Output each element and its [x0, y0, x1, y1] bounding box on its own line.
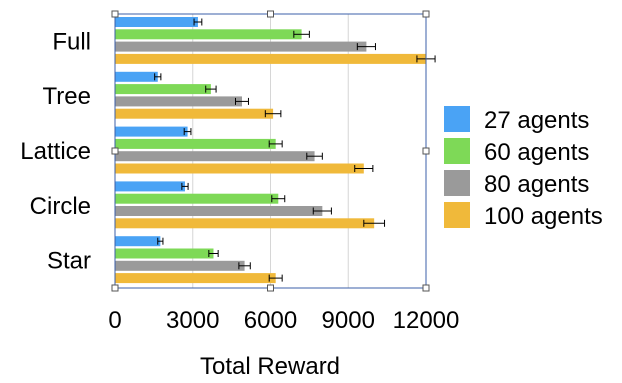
legend-label: 27 agents: [484, 107, 589, 134]
legend-label: 60 agents: [484, 139, 589, 166]
bar-lattice-3: [115, 163, 364, 174]
bar-lattice-1: [115, 138, 276, 149]
resize-handle[interactable]: [422, 284, 430, 292]
bar-circle-1: [115, 193, 279, 204]
category-label-tree: Tree: [43, 83, 91, 110]
bar-lattice-2: [115, 151, 315, 162]
legend-swatch: [444, 202, 470, 228]
resize-handle[interactable]: [267, 10, 274, 18]
legend: 27 agents 60 agents 80 agents 100 agents: [444, 106, 603, 230]
resize-handle[interactable]: [111, 284, 119, 292]
bar-tree-1: [115, 84, 211, 95]
bar-circle-2: [115, 206, 323, 216]
legend-swatch: [444, 138, 470, 164]
x-tick-label: 9000: [322, 307, 375, 334]
bar-full-3: [115, 53, 426, 64]
category-label-circle: Circle: [30, 193, 91, 220]
bar-full-0: [115, 17, 198, 27]
legend-swatch: [444, 170, 470, 196]
bar-star-1: [115, 248, 214, 259]
bar-tree-0: [115, 71, 158, 82]
bar-circle-3: [115, 218, 375, 229]
resize-handle[interactable]: [422, 147, 430, 155]
bar-tree-3: [115, 108, 274, 119]
bar-star-3: [115, 273, 276, 284]
error-bars: [154, 18, 436, 282]
bar-lattice-0: [115, 126, 188, 137]
bars: [115, 17, 426, 284]
legend-label: 100 agents: [484, 203, 603, 230]
x-tick-label: 0: [108, 307, 121, 334]
bar-star-2: [115, 260, 245, 271]
resize-handle[interactable]: [111, 147, 119, 155]
bar-tree-2: [115, 96, 242, 107]
category-label-full: Full: [52, 28, 91, 55]
resize-handle[interactable]: [267, 284, 274, 292]
bar-star-0: [115, 236, 161, 247]
resize-handle[interactable]: [111, 10, 119, 18]
bar-circle-0: [115, 181, 185, 192]
x-tick-label: 12000: [393, 307, 460, 334]
x-tick-label: 3000: [166, 307, 219, 334]
x-tick-label: 6000: [244, 307, 297, 334]
selection-handles[interactable]: [111, 10, 430, 292]
category-label-star: Star: [47, 248, 91, 275]
category-label-lattice: Lattice: [20, 138, 91, 165]
legend-label: 80 agents: [484, 171, 589, 198]
bar-full-1: [115, 29, 302, 40]
x-axis-label: Total Reward: [200, 353, 340, 378]
bar-full-2: [115, 41, 367, 52]
resize-handle[interactable]: [422, 10, 430, 18]
legend-swatch: [444, 106, 470, 132]
category-labels: Full Tree Lattice Circle Star: [20, 28, 91, 274]
x-tick-labels: 0 3000 6000 9000 12000: [108, 307, 459, 334]
